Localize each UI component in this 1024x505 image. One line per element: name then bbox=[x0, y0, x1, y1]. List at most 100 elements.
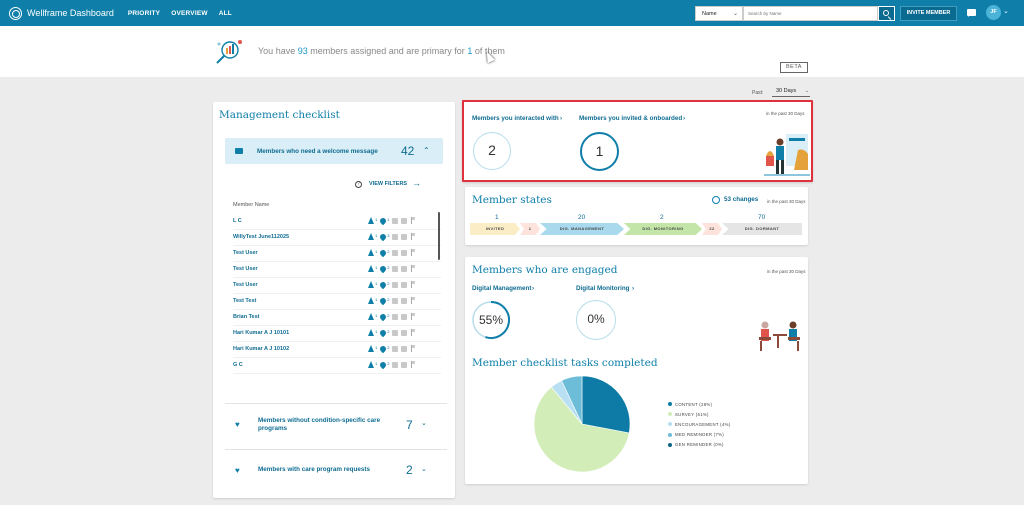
members-interacted-link[interactable]: Members you interacted with bbox=[472, 115, 559, 122]
search-input[interactable] bbox=[743, 6, 878, 21]
table-row[interactable]: WillyTest June112025 1 3 bbox=[233, 230, 441, 246]
dig-dormant-stage[interactable]: DIG. DORMANT bbox=[722, 223, 802, 235]
pin-icon bbox=[378, 248, 388, 258]
alert-icon bbox=[368, 265, 374, 272]
table-row[interactable]: Hari Kumar A J 10101 1 2 bbox=[233, 326, 441, 342]
digital-monitoring-percent: 0% bbox=[576, 300, 616, 340]
tasks-pie-legend: CONTENT (28%) SURVEY (61%) ENCOURAGEMENT (… bbox=[668, 399, 730, 450]
chat-icon bbox=[392, 314, 399, 320]
table-row[interactable]: Test User 1 2 bbox=[233, 246, 441, 262]
pin-icon bbox=[378, 360, 388, 370]
interacted-chevron-right-icon[interactable]: › bbox=[560, 115, 563, 122]
flag-icon bbox=[411, 313, 416, 320]
document-icon bbox=[401, 346, 408, 352]
nav-all[interactable]: ALL bbox=[218, 9, 232, 17]
nav-overview[interactable]: OVERVIEW bbox=[171, 9, 208, 17]
chat-icon bbox=[392, 282, 399, 288]
monitoring-transition[interactable]: 22 bbox=[702, 223, 722, 235]
member-name[interactable]: Test User bbox=[233, 282, 258, 288]
member-name[interactable]: Test Test bbox=[233, 298, 257, 304]
pie-slice[interactable] bbox=[581, 375, 631, 434]
dig-management-count: 20 bbox=[578, 214, 586, 221]
member-name[interactable]: Brian Test bbox=[233, 314, 260, 320]
table-row[interactable]: Test User 1 2 bbox=[233, 262, 441, 278]
pin-icon bbox=[378, 328, 388, 338]
arrow-right-icon[interactable]: → bbox=[412, 178, 421, 188]
member-name[interactable]: L C bbox=[233, 218, 242, 224]
legend-label: MED REMINDER (7%) bbox=[675, 432, 725, 438]
view-filters-button[interactable]: VIEW FILTERS bbox=[369, 181, 408, 187]
help-icon[interactable]: ? bbox=[355, 181, 362, 188]
care-requests-label[interactable]: Members with care program requests bbox=[258, 466, 370, 473]
pie-slice[interactable] bbox=[561, 375, 583, 425]
heart-icon: ♥ bbox=[235, 420, 240, 429]
invited-stage[interactable]: INVITED bbox=[470, 223, 520, 235]
document-icon bbox=[401, 250, 408, 256]
chevron-up-icon[interactable]: ⌃ bbox=[423, 146, 430, 155]
welcome-message-count: 42 bbox=[401, 144, 415, 158]
condition-programs-label[interactable]: Members without condition-specific care p… bbox=[258, 417, 381, 432]
table-row[interactable]: Test Test 1 2 bbox=[233, 294, 441, 310]
nav-priority[interactable]: PRIORITY bbox=[127, 9, 161, 17]
table-row[interactable]: Brian Test 1 2 bbox=[233, 310, 441, 326]
chat-icon bbox=[392, 218, 399, 224]
period-select[interactable]: 30 Days ⌄ bbox=[772, 88, 810, 97]
app-title: Wellframe Dashboard bbox=[27, 8, 114, 18]
invited-count-ring: 1 bbox=[580, 132, 619, 171]
digital-monitoring-link[interactable]: Digital Monitoring bbox=[576, 285, 630, 292]
member-name[interactable]: G C bbox=[233, 362, 243, 368]
member-list-scrollbar[interactable] bbox=[438, 212, 440, 260]
dig-management-stage[interactable]: DIG. MANAGEMENT bbox=[540, 223, 624, 235]
search-field-select[interactable]: Name ⌄ bbox=[695, 6, 743, 21]
app-logo[interactable]: Wellframe Dashboard bbox=[9, 6, 114, 20]
avatar[interactable]: JF bbox=[986, 5, 1001, 20]
dig-monitoring-stage[interactable]: DIG. MONITORING bbox=[624, 223, 702, 235]
invited-transition[interactable]: 1 bbox=[520, 223, 540, 235]
legend-swatch bbox=[668, 432, 672, 437]
invited-count: 1 bbox=[495, 214, 499, 221]
search-field-value: Name bbox=[702, 11, 717, 17]
legend-label: ENCOURAGEMENT (4%) bbox=[675, 421, 731, 427]
digital-monitoring-chevron-icon[interactable]: › bbox=[632, 285, 635, 292]
digital-management-chevron-icon[interactable]: › bbox=[532, 285, 535, 292]
invite-member-button[interactable]: INVITE MEMBER bbox=[900, 6, 957, 21]
legend-swatch bbox=[668, 442, 672, 447]
changes-link[interactable]: 53 changes bbox=[724, 196, 759, 203]
member-name[interactable]: Hari Kumar A J 10102 bbox=[233, 346, 290, 352]
chevron-down-icon: ⌄ bbox=[732, 11, 738, 17]
member-name[interactable]: WillyTest June112025 bbox=[233, 234, 290, 240]
chevron-down-icon: ⌄ bbox=[804, 88, 809, 94]
pin-icon bbox=[378, 344, 388, 354]
digital-management-link[interactable]: Digital Management bbox=[472, 285, 532, 292]
interaction-summary-card: Members you interacted with › Members yo… bbox=[462, 100, 813, 182]
pin-icon bbox=[378, 232, 388, 242]
pie-slice[interactable] bbox=[533, 386, 630, 473]
table-row[interactable]: Test User 1 2 bbox=[233, 278, 441, 294]
member-name[interactable]: Test User bbox=[233, 250, 258, 256]
period-label: Past: bbox=[752, 90, 764, 96]
document-icon bbox=[401, 362, 408, 368]
tasks-pie-chart bbox=[533, 375, 631, 473]
invited-chevron-right-icon[interactable]: › bbox=[683, 115, 686, 122]
legend-swatch bbox=[668, 402, 672, 407]
management-checklist-card: Management checklist Members who need a … bbox=[213, 102, 455, 498]
onboarding-illustration bbox=[764, 134, 810, 176]
search-button[interactable] bbox=[878, 6, 895, 21]
period-note: in the past 30 Days bbox=[766, 111, 805, 116]
chevron-down-icon[interactable]: ⌄ bbox=[421, 420, 427, 427]
digital-management-gauge bbox=[472, 301, 511, 339]
member-name[interactable]: Test User bbox=[233, 266, 258, 272]
welcome-message-section[interactable]: Members who need a welcome message 42 ⌃ bbox=[225, 138, 443, 164]
people-icon bbox=[712, 196, 720, 204]
member-name-column-header[interactable]: Member Name bbox=[233, 202, 270, 208]
chevron-down-icon[interactable]: ⌄ bbox=[421, 466, 427, 473]
members-invited-link[interactable]: Members you invited & onboarded bbox=[579, 115, 683, 122]
member-name[interactable]: Hari Kumar A J 10101 bbox=[233, 330, 290, 336]
chat-icon[interactable] bbox=[967, 9, 976, 17]
account-chevron-down-icon[interactable]: ⌄ bbox=[1003, 8, 1009, 15]
table-row[interactable]: Hari Kumar A J 10102 1 2 bbox=[233, 342, 441, 358]
